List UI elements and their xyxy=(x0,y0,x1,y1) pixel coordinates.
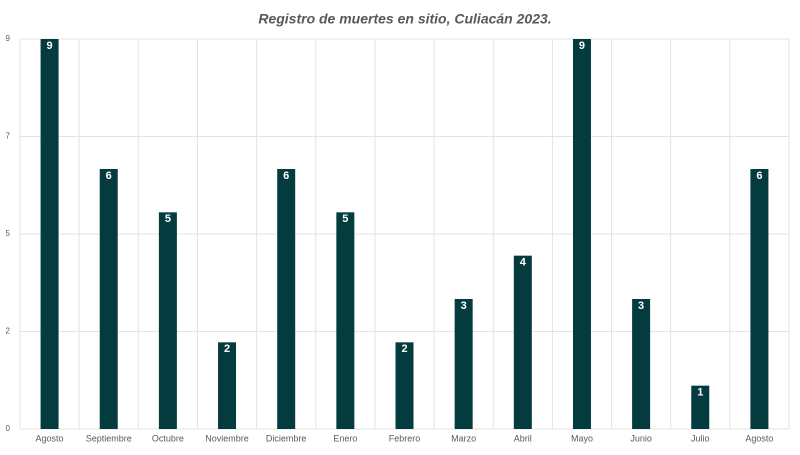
x-tick-label: Junio xyxy=(630,433,652,443)
y-tick-label: 5 xyxy=(6,229,11,238)
x-tick-label: Septiembre xyxy=(86,433,132,443)
data-label: 6 xyxy=(756,170,762,182)
y-tick-label: 9 xyxy=(6,34,11,43)
data-label: 9 xyxy=(47,40,53,52)
bar xyxy=(691,385,710,429)
data-label: 5 xyxy=(165,213,171,225)
x-tick-label: Julio xyxy=(691,433,710,443)
x-tick-label: Enero xyxy=(333,433,357,443)
bar xyxy=(513,255,532,429)
data-label: 2 xyxy=(401,343,407,355)
data-label: 3 xyxy=(638,300,644,312)
x-tick-label: Agosto xyxy=(745,433,773,443)
bar xyxy=(277,169,296,429)
data-label: 1 xyxy=(697,387,703,399)
x-tick-label: Noviembre xyxy=(205,433,249,443)
data-label: 5 xyxy=(342,213,348,225)
x-tick-label: Diciembre xyxy=(266,433,307,443)
bar xyxy=(572,39,591,429)
bar xyxy=(99,169,118,429)
x-tick-label: Abril xyxy=(514,433,532,443)
x-tick-label: Febrero xyxy=(389,433,421,443)
x-tick-label: Octubre xyxy=(152,433,184,443)
bar xyxy=(750,169,769,429)
bar xyxy=(218,342,237,429)
data-label: 4 xyxy=(520,257,527,269)
bar xyxy=(632,299,651,429)
bar xyxy=(158,212,177,429)
x-tick-label: Mayo xyxy=(571,433,593,443)
data-label: 3 xyxy=(461,300,467,312)
data-label: 2 xyxy=(224,343,230,355)
chart-title: Registro de muertes en sitio, Culiacán 2… xyxy=(258,11,551,27)
data-label: 6 xyxy=(106,170,112,182)
bar xyxy=(40,39,59,429)
x-tick-label: Marzo xyxy=(451,433,476,443)
y-tick-label: 0 xyxy=(6,424,11,433)
data-label: 9 xyxy=(579,40,585,52)
y-tick-label: 7 xyxy=(6,132,11,141)
bar xyxy=(336,212,355,429)
bar xyxy=(454,299,473,429)
y-tick-label: 2 xyxy=(6,327,11,336)
data-label: 6 xyxy=(283,170,289,182)
bar xyxy=(395,342,414,429)
x-tick-label: Agosto xyxy=(36,433,64,443)
